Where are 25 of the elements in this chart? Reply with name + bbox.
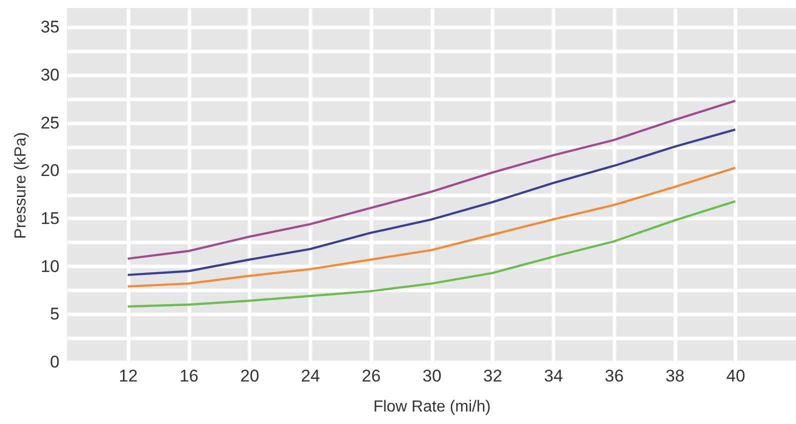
line-series: [126, 100, 736, 260]
x-axis-title: Flow Rate (mi/h): [373, 398, 491, 416]
x-tick-label: 30: [422, 366, 442, 386]
line-series: [126, 200, 736, 308]
y-tick-label: 30: [40, 65, 60, 84]
x-tick-label: 34: [544, 366, 563, 386]
x-tick-label: 26: [362, 366, 381, 386]
x-tick-label: 38: [666, 366, 684, 386]
x-tick-label: 32: [483, 366, 502, 386]
line-series: [126, 128, 736, 276]
y-tick-label: 15: [40, 208, 60, 228]
y-tick-label: 0: [50, 352, 60, 372]
y-axis-title: Pressure (kPa): [12, 132, 30, 239]
y-tick-label: 25: [40, 113, 60, 132]
y-tick-label: 5: [50, 304, 60, 324]
y-tick-label: 20: [40, 161, 60, 180]
x-tick-label: 12: [118, 366, 138, 386]
line-series: [126, 166, 736, 288]
x-tick-label: 20: [240, 366, 260, 386]
x-tick-label: 36: [604, 366, 624, 386]
y-tick-label: 35: [40, 18, 60, 37]
x-tick-label: 40: [726, 366, 746, 386]
x-tick-label: 16: [180, 366, 198, 386]
x-tick-label: 24: [301, 366, 320, 386]
y-tick-label: 10: [40, 256, 60, 276]
